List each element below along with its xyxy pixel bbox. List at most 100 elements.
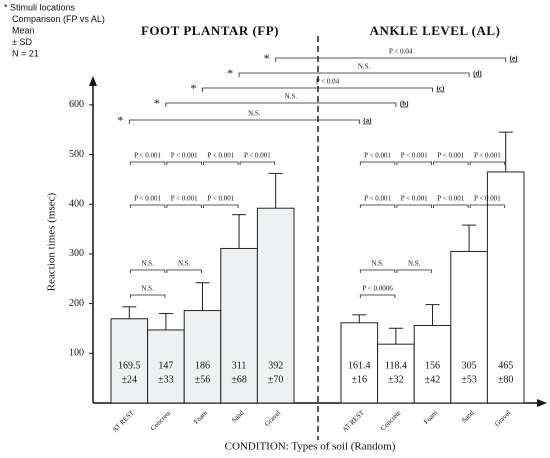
significance-bracket (239, 161, 276, 165)
significance-label: P < 0.001 (401, 152, 428, 160)
note: Comparison (FP vs AL) (12, 14, 105, 24)
x-tick-label: Foam (422, 409, 439, 426)
x-tick-label: Sand (230, 409, 246, 425)
comparison-bracket (202, 87, 433, 92)
comparison-label: N.S. (358, 63, 371, 71)
significance-label: P < 0.001 (364, 152, 391, 160)
y-tick-label: 300 (69, 248, 84, 259)
x-tick-label: Concrete (149, 409, 173, 433)
x-tick-label: Sand (460, 409, 476, 425)
significance-label: P < 0.001 (171, 195, 198, 203)
y-tick-label: 500 (69, 149, 84, 160)
note: Mean (12, 25, 35, 35)
comparison-bracket (165, 102, 397, 107)
significance-label: P < 0.001 (134, 195, 161, 203)
significance-bracket (433, 161, 469, 165)
significance-bracket (203, 161, 239, 165)
significance-bracket (359, 294, 396, 298)
comparison-bracket (128, 119, 360, 124)
x-tick-label: AT REST (111, 408, 136, 433)
significance-label: P < 0.001 (401, 195, 428, 203)
comparison-marker: * (154, 96, 160, 110)
data-label: 392 (268, 360, 283, 371)
significance-label: N.S. (141, 260, 154, 268)
significance-bracket (396, 269, 432, 273)
bar (256, 207, 295, 404)
bar (220, 247, 258, 404)
x-tick-label: Concrete (379, 409, 403, 433)
comparison-tag: (d) (473, 70, 482, 78)
data-label: 118.4 (385, 360, 407, 371)
comparison-marker: * (264, 51, 270, 65)
data-label: 465 (498, 360, 513, 371)
comparison-bracket (275, 57, 507, 62)
significance-bracket (203, 204, 239, 208)
significance-label: P < 0.001 (364, 195, 391, 203)
x-axis-label: CONDITION: Types of soil (Random) (225, 441, 396, 453)
comparison-label: N.S. (285, 93, 298, 101)
bar (413, 324, 452, 404)
data-label: 161.4 (348, 360, 371, 371)
y-axis-label: Reaction times (msec) (46, 192, 58, 291)
significance-bracket (129, 294, 166, 298)
y-tick-label: 200 (69, 298, 84, 309)
data-label: 147 (158, 360, 173, 371)
x-tick-label: Foam (192, 409, 209, 426)
bar (340, 322, 379, 404)
significance-label: P < 0.001 (474, 152, 501, 160)
significance-bracket (469, 161, 506, 165)
bar (486, 171, 525, 404)
comparison-label: P < 0.04 (389, 48, 413, 56)
significance-bracket (359, 161, 396, 165)
significance-label: P < 0.001 (207, 152, 234, 160)
data-label: 186 (195, 360, 210, 371)
error-label: ±53 (461, 374, 477, 385)
comparison-tag: (b) (400, 100, 409, 108)
significance-bracket (166, 161, 202, 165)
x-tick-label: Gravel (263, 409, 282, 428)
x-tick-label: Gravel (493, 409, 512, 428)
error-label: ±24 (122, 374, 138, 385)
error-label: ±16 (352, 374, 368, 385)
data-label: 169.5 (118, 360, 141, 371)
error-label: ±68 (231, 374, 247, 385)
comparison-bracket (238, 72, 470, 77)
comparison-label: P < 0.04 (316, 78, 340, 86)
error-label: ±56 (195, 374, 211, 385)
significance-label: P < 0.001 (207, 195, 234, 203)
significance-bracket (396, 161, 432, 165)
significance-label: P < 0.001 (437, 195, 464, 203)
significance-label: N.S. (178, 260, 191, 268)
significance-label: N.S. (141, 285, 154, 293)
group-title: ANKLE LEVEL (AL) (370, 23, 501, 38)
significance-bracket (469, 204, 506, 208)
significance-label: N.S. (371, 260, 384, 268)
y-axis-arrow (89, 76, 97, 86)
y-tick-label: 100 (69, 348, 84, 359)
comparison-marker: * (227, 66, 233, 80)
bar (183, 310, 222, 404)
note: * Stimuli locations (4, 2, 76, 12)
significance-bracket (433, 204, 469, 208)
comparison-marker: * (117, 113, 123, 127)
significance-bracket (129, 269, 166, 273)
error-label: ±32 (388, 374, 404, 385)
error-label: ±42 (425, 374, 441, 385)
significance-bracket (166, 204, 202, 208)
data-label: 156 (425, 360, 440, 371)
error-label: ±80 (498, 374, 514, 385)
significance-label: P < 0.001 (244, 152, 271, 160)
x-axis-arrow (537, 399, 547, 407)
significance-label: N.S. (408, 260, 421, 268)
error-label: ±70 (268, 374, 284, 385)
note: N = 21 (12, 48, 39, 58)
comparison-tag: (a) (363, 117, 372, 125)
significance-label: P < 0.001 (437, 152, 464, 160)
significance-bracket (359, 269, 396, 273)
significance-bracket (166, 269, 202, 273)
comparison-tag: (e) (510, 55, 518, 63)
group-title: FOOT PLANTAR (FP) (141, 23, 279, 38)
significance-bracket (359, 204, 396, 208)
significance-label: P < 0.001 (134, 152, 161, 160)
significance-bracket (396, 204, 432, 208)
